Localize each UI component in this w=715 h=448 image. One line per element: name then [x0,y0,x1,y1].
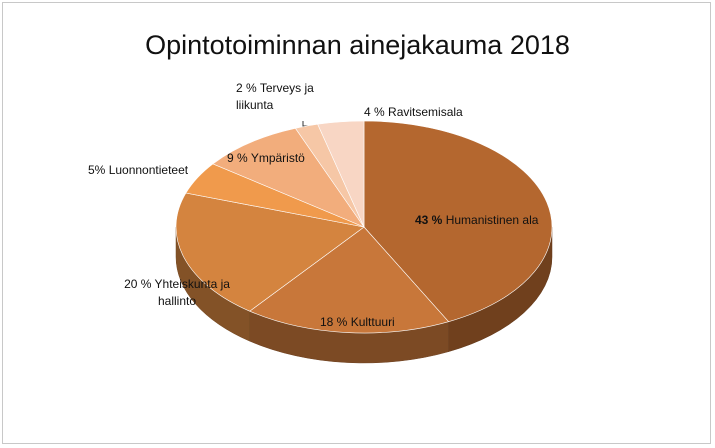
slice [363,120,553,323]
category-label: Humanistinen ala [445,213,539,227]
data-label: 2 % Terveys ja liikunta [236,80,316,114]
slice [249,226,450,334]
value-label: 2 % [236,81,257,95]
category-label: Kulttuuri [350,315,395,329]
value-label: 20 % [124,277,152,291]
category-label: Yhteiskunta ja hallinto [154,277,230,308]
data-label: 20 % Yhteiskunta ja hallinto [112,276,242,310]
data-label: 43 % Humanistinen ala [415,212,575,229]
value-label: 9 % [227,151,248,165]
value-label: 4 % [364,105,385,119]
category-label: Ympäristö [250,151,305,165]
slice [212,127,365,228]
category-label: Luonnontieteet [108,163,189,177]
chart-frame [2,2,711,444]
data-label: 18 % Kulttuuri [320,314,430,331]
chart-title: Opintotoiminnan ainejakauma 2018 [145,30,570,60]
value-label: 5% [88,163,106,177]
data-label: 9 % Ympäristö [227,150,327,167]
data-label: 4 % Ravitsemisala [364,104,484,121]
data-label: 5% Luonnontieteet [88,162,218,179]
slice [175,192,365,312]
value-label: 18 % [320,315,348,329]
category-label: Ravitsemisala [388,105,463,119]
slice [317,120,365,228]
category-label: Terveys ja liikunta [236,81,314,112]
value-label: 43 % [415,213,443,227]
